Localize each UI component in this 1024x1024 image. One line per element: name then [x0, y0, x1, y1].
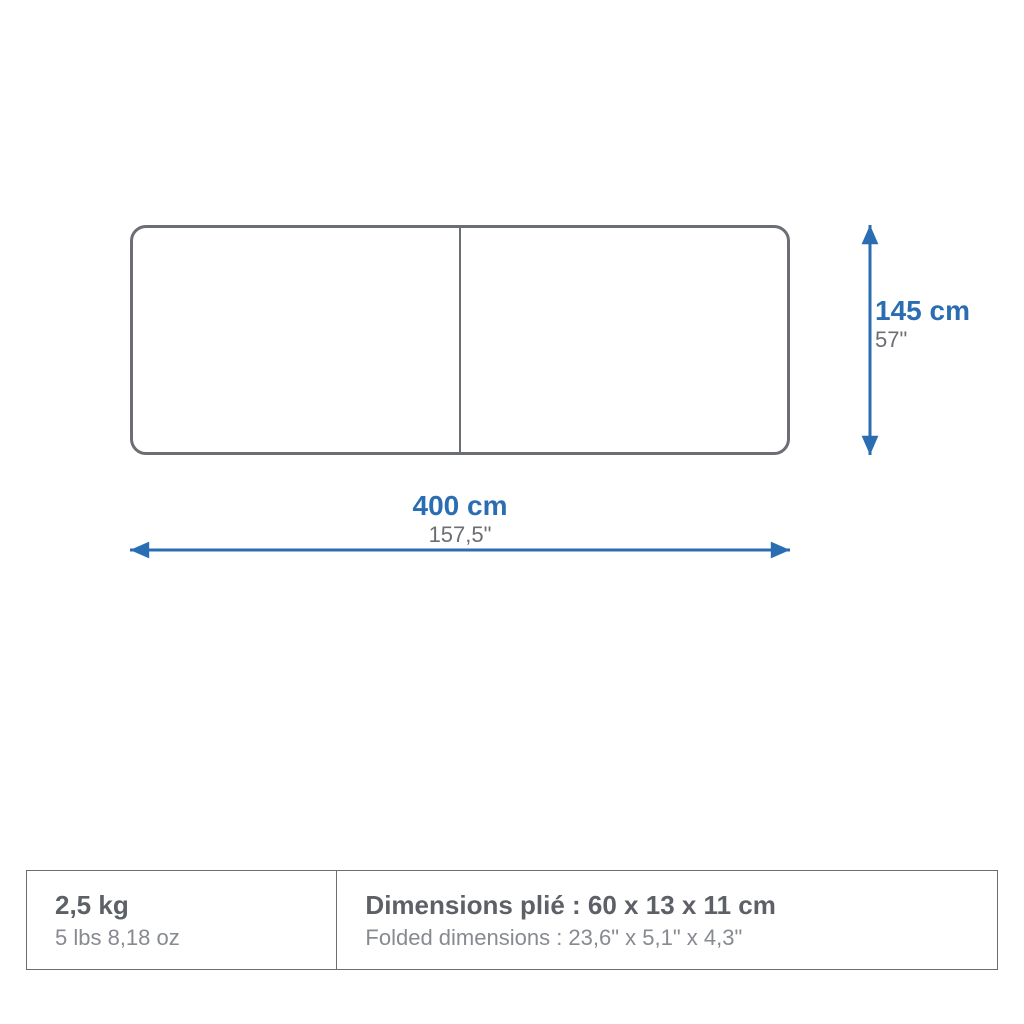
info-cell-folded: Dimensions plié : 60 x 13 x 11 cm Folded…: [337, 871, 997, 969]
folded-primary: Dimensions plié : 60 x 13 x 11 cm: [365, 890, 997, 921]
width-secondary: 157,5": [360, 522, 560, 548]
info-cell-weight: 2,5 kg 5 lbs 8,18 oz: [27, 871, 337, 969]
height-label: 145 cm 57": [875, 295, 1005, 353]
weight-primary: 2,5 kg: [55, 890, 336, 921]
weight-secondary: 5 lbs 8,18 oz: [55, 925, 336, 951]
height-primary: 145 cm: [875, 295, 1005, 327]
info-table: 2,5 kg 5 lbs 8,18 oz Dimensions plié : 6…: [26, 870, 998, 970]
dimension-diagram: 400 cm 157,5" 145 cm 57" 2,5 kg 5 lbs 8,…: [0, 0, 1024, 1024]
width-label: 400 cm 157,5": [360, 490, 560, 548]
width-primary: 400 cm: [360, 490, 560, 522]
folded-secondary: Folded dimensions : 23,6" x 5,1" x 4,3": [365, 925, 997, 951]
product-fold-line: [459, 225, 461, 455]
height-secondary: 57": [875, 327, 1005, 353]
